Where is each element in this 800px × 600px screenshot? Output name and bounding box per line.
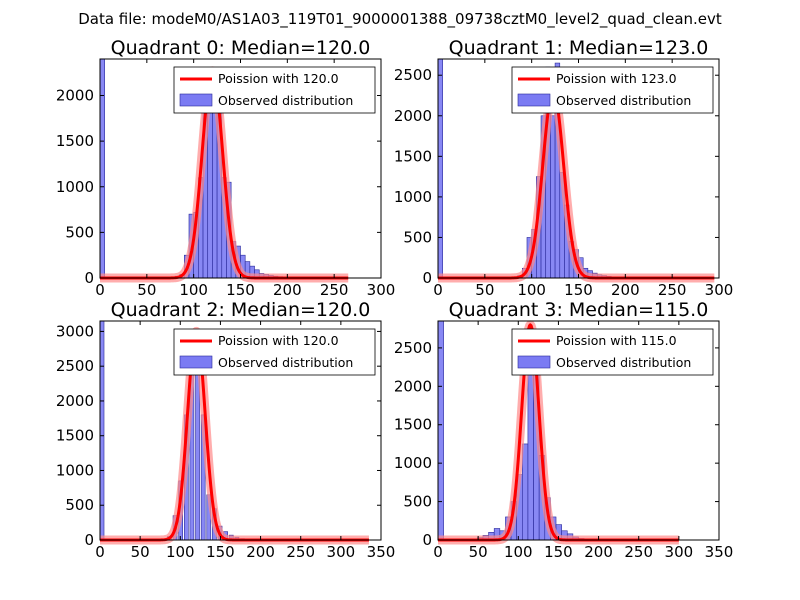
legend-fit-label: Poission with 123.0 [556, 71, 677, 86]
hist-bar [550, 115, 556, 279]
y-tick-label: 0 [84, 269, 94, 287]
y-tick-label: 1500 [394, 147, 432, 165]
x-tick-label: 100 [166, 543, 195, 561]
y-tick-label: 2000 [56, 87, 94, 105]
x-tick-label: 150 [544, 543, 573, 561]
y-tick-label: 1000 [56, 461, 94, 479]
y-tick-label: 2000 [394, 107, 432, 125]
legend-hist-swatch [179, 355, 213, 369]
y-tick-label: 0 [422, 269, 432, 287]
legend-hist-swatch [517, 355, 551, 369]
x-tick-label: 300 [327, 543, 356, 561]
subplot-title: Quadrant 0: Median=120.0 [111, 37, 371, 59]
subplot-quadrant-2: 0 50 100 150 200 250 300 350 0 500 1000 1500 2000 250… [56, 299, 396, 561]
x-tick-label: 150 [226, 281, 255, 299]
hist-bar [99, 320, 105, 541]
y-tick-label: 1500 [394, 416, 432, 434]
x-tick-label: 200 [611, 281, 640, 299]
axes-frame [437, 320, 720, 541]
legend-fit-label: Poission with 120.0 [218, 333, 339, 348]
hist-bar [521, 443, 529, 541]
x-tick-label: 100 [179, 281, 208, 299]
x-tick-label: 150 [564, 281, 593, 299]
x-tick-label: 0 [433, 281, 443, 299]
x-tick-label: 50 [131, 543, 150, 561]
y-tick-label: 2500 [394, 66, 432, 84]
x-tick-label: 300 [705, 281, 734, 299]
x-tick-label: 250 [658, 281, 687, 299]
subplot-quadrant-0: 0 50 100 150 200 250 300 0 500 1000 1500 2000 Quadra… [56, 37, 396, 299]
subplot-quadrant-1: 0 50 100 150 200 250 300 0 500 1000 1500 2000 2500 Qu… [394, 37, 734, 299]
x-tick-label: 250 [624, 543, 653, 561]
figure-suptitle: Data file: modeM0/AS1A03_119T01_90000013… [78, 10, 722, 29]
x-tick-label: 50 [137, 281, 156, 299]
x-tick-label: 250 [286, 543, 315, 561]
x-tick-label: 150 [206, 543, 235, 561]
x-tick-label: 100 [504, 543, 533, 561]
x-tick-label: 200 [246, 543, 275, 561]
y-tick-label: 500 [403, 228, 432, 246]
y-tick-label: 1000 [394, 454, 432, 472]
x-tick-label: 300 [665, 543, 694, 561]
x-tick-label: 0 [433, 543, 443, 561]
y-tick-label: 0 [84, 531, 94, 549]
hist-bar [99, 58, 105, 279]
x-tick-label: 300 [367, 281, 396, 299]
subplot-title: Quadrant 3: Median=115.0 [449, 299, 709, 321]
axes-frame [99, 320, 382, 541]
x-tick-label: 0 [95, 281, 105, 299]
legend-box [511, 66, 714, 114]
legend-hist-swatch [517, 93, 551, 107]
x-tick-label: 100 [517, 281, 546, 299]
x-tick-label: 200 [273, 281, 302, 299]
poisson-fit-halo [434, 86, 718, 283]
x-tick-label: 250 [320, 281, 349, 299]
x-tick-label: 50 [469, 543, 488, 561]
y-tick-label: 0 [422, 531, 432, 549]
subplot-title: Quadrant 1: Median=123.0 [449, 37, 709, 59]
legend-hist-label: Observed distribution [218, 355, 353, 370]
x-tick-label: 350 [367, 543, 396, 561]
y-tick-label: 3000 [56, 322, 94, 340]
y-tick-label: 500 [65, 496, 94, 514]
subplot-quadrant-3: 0 50 100 150 200 250 300 350 0 500 1000 1500 2000 250… [394, 299, 734, 561]
y-tick-label: 500 [403, 493, 432, 511]
y-tick-label: 1500 [56, 132, 94, 150]
legend-fit-label: Poission with 115.0 [556, 333, 677, 348]
y-tick-label: 500 [65, 223, 94, 241]
legend-hist-label: Observed distribution [218, 93, 353, 108]
hist-bar [437, 320, 444, 541]
legend-hist-label: Observed distribution [556, 93, 691, 108]
x-tick-label: 0 [95, 543, 105, 561]
x-tick-label: 350 [705, 543, 734, 561]
y-tick-label: 2000 [394, 377, 432, 395]
legend-fit-label: Poission with 120.0 [218, 71, 339, 86]
x-tick-label: 200 [584, 543, 613, 561]
hist-bar [437, 58, 443, 279]
y-tick-label: 1500 [56, 427, 94, 445]
y-tick-label: 2500 [56, 357, 94, 375]
y-tick-label: 2000 [56, 392, 94, 410]
subplot-title: Quadrant 2: Median=120.0 [111, 299, 371, 321]
legend-hist-swatch [179, 93, 213, 107]
y-tick-label: 2500 [394, 339, 432, 357]
y-tick-label: 1000 [56, 178, 94, 196]
legend-hist-label: Observed distribution [556, 355, 691, 370]
y-tick-label: 1000 [394, 188, 432, 206]
x-tick-label: 50 [475, 281, 494, 299]
